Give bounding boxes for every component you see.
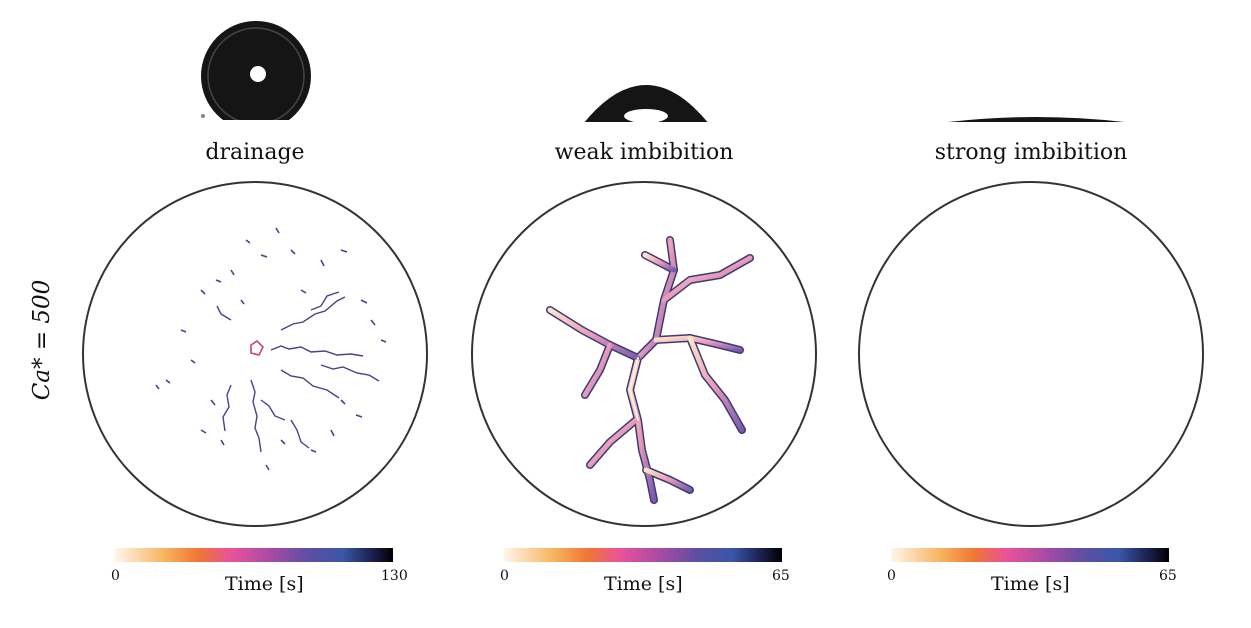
droplet-image-drainage xyxy=(200,21,315,125)
droplet-image-strong-imbibition xyxy=(948,117,1124,122)
petri-dish-drainage xyxy=(82,181,428,527)
colorbar-strong-imbibition xyxy=(891,548,1169,562)
petri-dish-weak-imbibition xyxy=(471,181,817,527)
panel-weak-imbibition: weak imbibition xyxy=(449,0,839,628)
petri-dish-strong-imbibition xyxy=(858,181,1204,527)
colorbar-max-weak-imbibition: 65 xyxy=(772,568,790,584)
colorbar-min-strong-imbibition: 0 xyxy=(887,568,896,584)
row-label-text: Ca* = 500 xyxy=(29,279,55,401)
panel-drainage: drainage 0 130 xyxy=(60,0,450,628)
colorbar-label-strong-imbibition: Time [s] xyxy=(991,573,1070,595)
panel-title-strong-imbibition: strong imbibition xyxy=(934,140,1128,165)
colorbar-min-weak-imbibition: 0 xyxy=(500,568,509,584)
panel-strong-imbibition: strong imbibition 0 65 Time [s] xyxy=(836,0,1226,628)
colorbar-drainage xyxy=(115,548,393,562)
colorbar-weak-imbibition xyxy=(504,548,782,562)
colorbar-max-strong-imbibition: 65 xyxy=(1159,568,1177,584)
fingering-pattern xyxy=(546,236,754,504)
panel-title-weak-imbibition: weak imbibition xyxy=(554,140,734,165)
colorbar-label-weak-imbibition: Time [s] xyxy=(604,573,683,595)
colorbar-max-drainage: 130 xyxy=(381,568,408,584)
panel-title-drainage: drainage xyxy=(205,140,305,165)
colorbar-label-drainage: Time [s] xyxy=(225,573,304,595)
drainage-fragments xyxy=(155,227,387,471)
drainage-pattern xyxy=(216,291,380,453)
colorbar-min-drainage: 0 xyxy=(111,568,120,584)
droplet-image-weak-imbibition xyxy=(581,85,711,126)
